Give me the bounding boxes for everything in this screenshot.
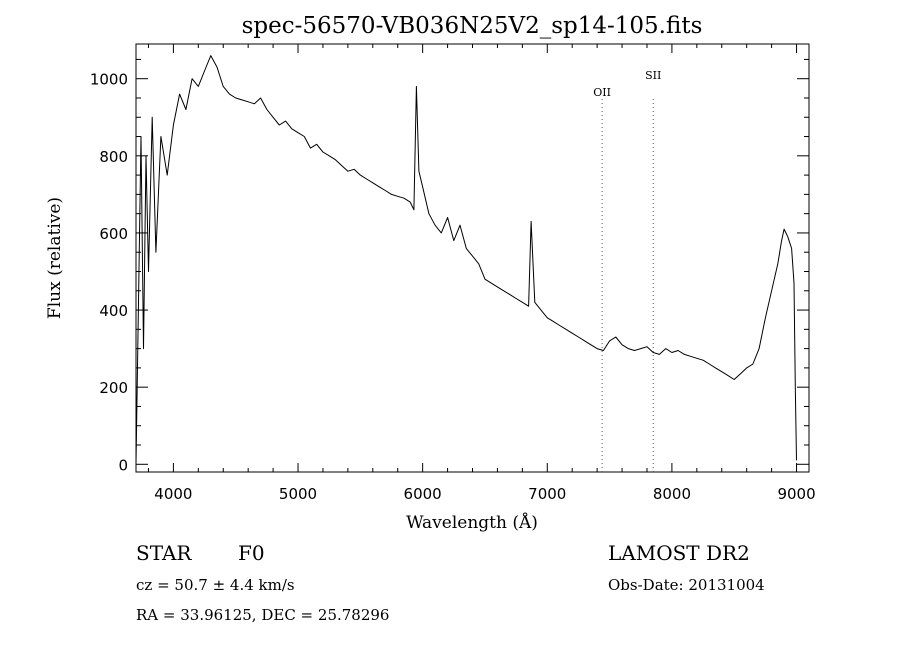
redshift-velocity: cz = 50.7 ± 4.4 km/s [136,576,295,594]
y-tick-label: 600 [99,225,128,243]
x-tick-label: 7000 [528,485,566,503]
line-marker-label: OII [593,86,611,99]
x-tick-label: 4000 [154,485,192,503]
coordinates: RA = 33.96125, DEC = 25.78296 [136,606,389,624]
y-tick-label: 0 [118,456,128,474]
y-tick-label: 800 [99,148,128,166]
x-axis-label: Wavelength (Å) [406,512,538,533]
survey-name: LAMOST DR2 [608,541,750,565]
x-tick-label: 5000 [279,485,317,503]
x-axis-ticks: 4000 5000 6000 7000 8000 9000 [147,44,816,503]
object-subclass: F0 [238,541,265,565]
spectrum-line [135,55,797,465]
x-tick-label: 6000 [404,485,442,503]
object-type: STAR [136,541,192,565]
y-axis-label: Flux (relative) [45,197,65,319]
y-tick-label: 1000 [90,71,128,89]
observation-date: Obs-Date: 20131004 [608,576,765,594]
y-tick-label: 400 [99,302,128,320]
emission-line-markers: OII SII [593,69,661,472]
x-tick-label: 8000 [653,485,691,503]
line-marker-label: SII [645,69,661,82]
y-axis-ticks: 0 200 400 600 800 1000 [90,58,809,474]
y-tick-label: 200 [99,379,128,397]
plot-frame [135,43,810,473]
chart-title: spec-56570-VB036N25V2_sp14-105.fits [242,13,703,39]
x-tick-label: 9000 [777,485,815,503]
